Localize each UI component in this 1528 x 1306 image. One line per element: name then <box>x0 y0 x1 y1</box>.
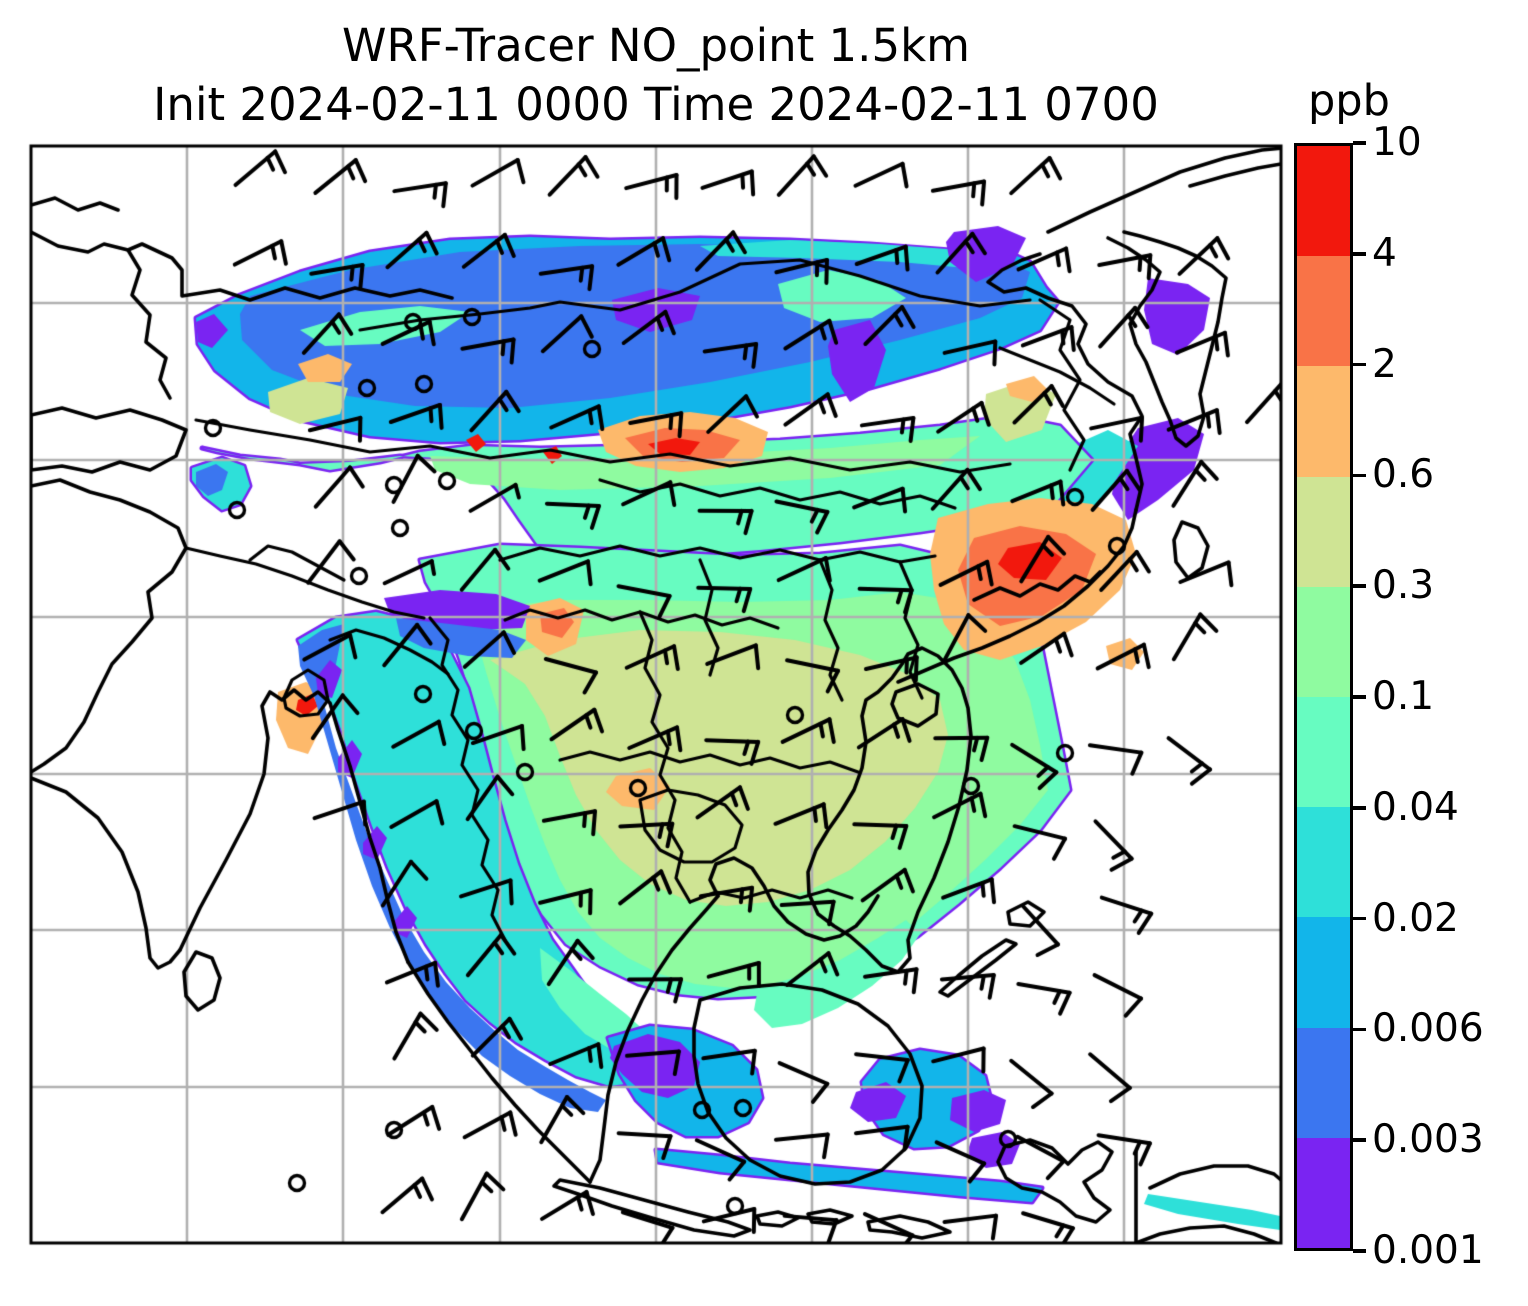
colorbar-tick-label: 0.6 <box>1372 452 1435 498</box>
colorbar-segment-7 <box>1297 366 1350 477</box>
colorbar-tick-mark <box>1353 141 1366 145</box>
colorbar-tick-mark <box>1353 252 1366 256</box>
colorbar-tick-mark <box>1353 806 1366 810</box>
colorbar-tick-label: 4 <box>1372 230 1397 276</box>
colorbar-segment-1 <box>1297 1027 1350 1138</box>
colorbar-tick-mark <box>1353 1027 1366 1032</box>
colorbar-tick-mark <box>1353 1249 1366 1253</box>
colorbar-segment-9 <box>1297 145 1350 257</box>
colorbar-unit-label: ppb <box>1308 76 1390 126</box>
colorbar-segment-5 <box>1297 586 1350 697</box>
colorbar-tick-label: 0.3 <box>1372 563 1435 609</box>
colorbar-segment-6 <box>1297 476 1350 587</box>
colorbar-tick-mark <box>1353 695 1366 699</box>
colorbar-tick-label: 0.006 <box>1372 1006 1484 1052</box>
colorbar-tick-mark <box>1353 362 1366 367</box>
plot-title-line2: Init 2024-02-11 0000 Time 2024-02-11 070… <box>153 78 1159 131</box>
colorbar-tick-label: 2 <box>1372 341 1397 387</box>
colorbar-tick-mark <box>1353 473 1366 478</box>
colorbar-tick-label: 10 <box>1372 120 1422 165</box>
colorbar-tick-label: 0.003 <box>1372 1117 1484 1163</box>
colorbar-tick-mark <box>1353 916 1366 921</box>
colorbar-segment-2 <box>1297 917 1350 1028</box>
colorbar-tick-label: 0.001 <box>1372 1228 1484 1273</box>
colorbar-segment-3 <box>1297 807 1350 918</box>
colorbar-segment-4 <box>1297 696 1350 808</box>
colorbar-tick-label: 0.02 <box>1372 895 1459 941</box>
colorbar-segment-0 <box>1297 1137 1350 1248</box>
colorbar-tick-label: 0.1 <box>1372 674 1435 719</box>
colorbar <box>1294 143 1353 1251</box>
colorbar-tick-mark <box>1353 1138 1366 1142</box>
colorbar-segment-8 <box>1297 256 1350 367</box>
colorbar-tick-label: 0.04 <box>1372 784 1459 830</box>
plot-title-line1: WRF-Tracer NO_point 1.5km <box>341 19 971 72</box>
colorbar-tick-mark <box>1353 584 1366 588</box>
plot-title: WRF-Tracer NO_point 1.5km Init 2024-02-1… <box>31 16 1281 134</box>
